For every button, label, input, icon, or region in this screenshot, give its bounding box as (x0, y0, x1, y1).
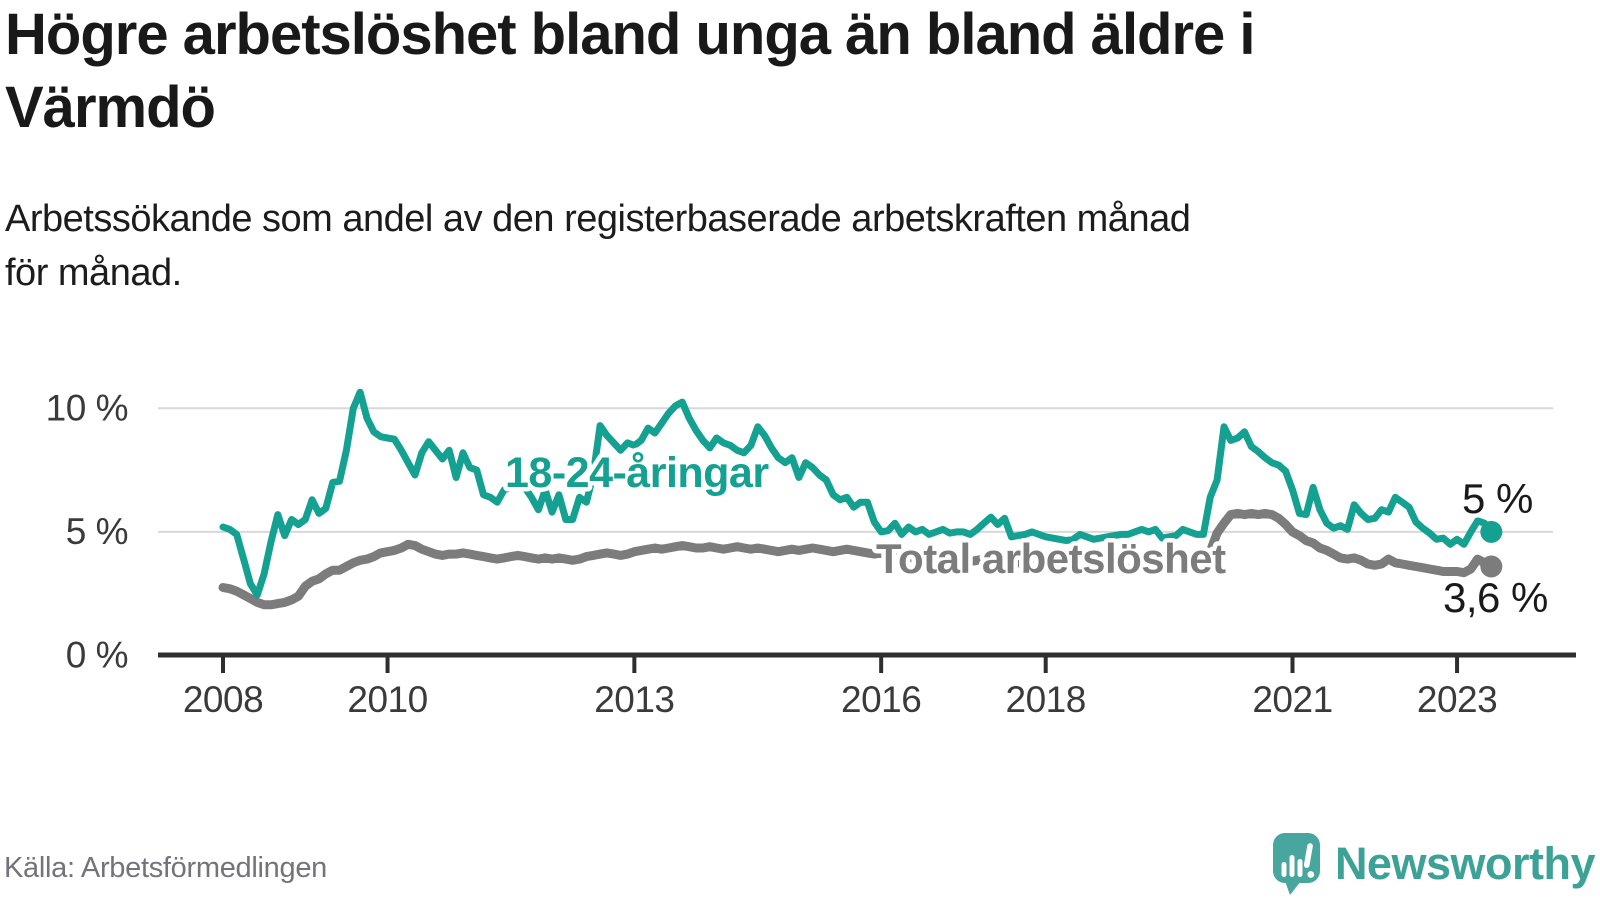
series-label-total: Total arbetslöshet (876, 535, 1226, 582)
x-tick-label: 2023 (1417, 679, 1497, 720)
series-line-total (218, 508, 1496, 610)
x-tick-label: 2016 (841, 679, 921, 720)
newsworthy-speech-bubble-icon (1272, 833, 1320, 895)
source-attribution: Källa: Arbetsförmedlingen (4, 852, 327, 884)
y-tick-label: 10 % (46, 387, 128, 428)
x-tick-label: 2010 (347, 679, 427, 720)
x-tick-label: 2013 (594, 679, 674, 720)
title-line-2: Värmdö (5, 75, 216, 140)
chart-subtitle: Arbetssökande som andel av den registerb… (5, 192, 1575, 300)
brand-name: Newsworthy (1334, 838, 1596, 889)
subtitle-line-2: för månad. (5, 252, 182, 294)
series-line-youth-18-24 (219, 388, 1495, 599)
title-line-1: Högre arbetslöshet bland unga än bland ä… (5, 2, 1256, 67)
page-title: Högre arbetslöshet bland unga än bland ä… (5, 0, 1575, 144)
newsworthy-logo: Newsworthy (1272, 830, 1596, 898)
x-tick-label: 2008 (183, 679, 263, 720)
end-value-label-youth: 5 % (1462, 475, 1533, 522)
end-dot-youth (1480, 520, 1503, 543)
subtitle-line-1: Arbetssökande som andel av den registerb… (5, 198, 1191, 240)
y-tick-label: 5 % (66, 511, 128, 552)
exclamation-mark (1303, 843, 1313, 868)
end-dot-total (1480, 555, 1503, 578)
end-value-label-total: 3,6 % (1443, 574, 1548, 621)
series-label-youth: 18-24-åringar (505, 449, 769, 497)
x-tick-label: 2018 (1006, 679, 1086, 720)
y-tick-label: 0 % (66, 635, 128, 676)
x-tick-label: 2021 (1252, 679, 1332, 720)
